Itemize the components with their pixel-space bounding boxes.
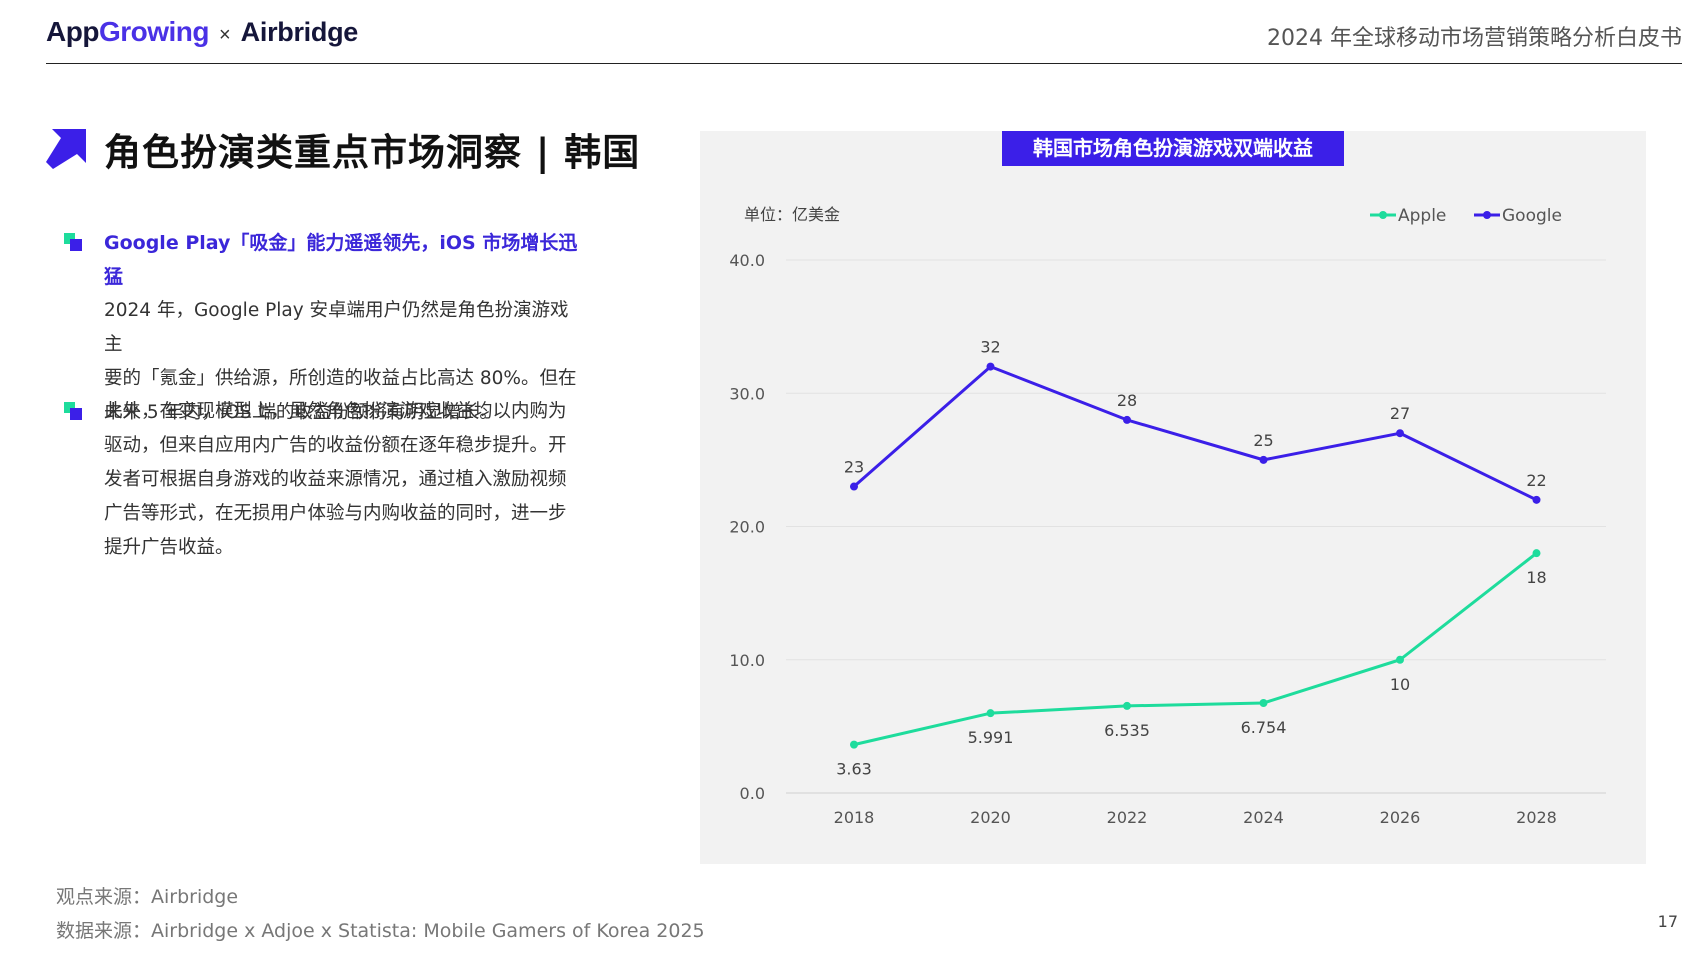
x-tick-label: 2022 [1107,808,1148,827]
x-tick-label: 2018 [834,808,875,827]
data-point-google [1532,495,1541,504]
airbridge-logo: Airbridge [240,17,359,47]
legend-marker [1379,211,1387,219]
bullet-point-1: Google Play「吸金」能力遥遥领先，iOS 市场增长迅猛 2024 年，… [64,226,584,430]
data-source: 数据来源：Airbridge x Adjoe x Statista: Mobil… [56,920,705,942]
legend-label: Apple [1398,206,1446,226]
data-point-google [1259,455,1268,464]
y-tick-label: 20.0 [729,518,765,537]
bullet-line: 提升广告收益。 [104,537,234,558]
data-point-apple [850,740,858,749]
y-tick-label: 0.0 [740,784,765,803]
data-label: 10 [1390,675,1410,694]
arrow-up-right-icon [46,129,86,169]
x-tick-label: 2024 [1243,808,1284,827]
data-label: 6.535 [1104,721,1150,740]
x-tick-label: 2026 [1380,808,1421,827]
unit-label: 单位：亿美金 [744,205,840,224]
appgrowing-logo: AppGrowing [46,16,209,47]
data-label: 3.63 [836,760,872,779]
data-point-apple [1532,549,1541,558]
bullet-line: 要的「氪金」供给源，所创造的收益占比高达 80%。但在 [104,368,577,389]
page-title: 角色扮演类重点市场洞察 | 韩国 [46,122,640,176]
page-title-text: 角色扮演类重点市场洞察 | 韩国 [104,131,641,174]
data-label: 5.991 [968,728,1014,747]
data-point-apple [986,709,995,718]
y-tick-label: 30.0 [729,384,765,403]
page-header: AppGrowing × Airbridge 2024 年全球移动市场营销策略分… [46,12,1682,64]
data-label: 28 [1117,391,1137,410]
y-tick-label: 10.0 [729,651,765,670]
brand-separator: × [218,24,231,46]
bullet-line: 发者可根据自身游戏的收益来源情况，通过植入激励视频 [104,469,567,490]
bullet-squares-icon [64,233,82,251]
data-point-apple [1123,701,1131,710]
bullet-point-2: 此外，在变现模型上，虽然角色扮演游戏收益均以内购为 驱动，但来自应用内广告的收益… [64,395,584,565]
bullet-heading: Google Play「吸金」能力遥遥领先，iOS 市场增长迅猛 [104,232,578,288]
document-title: 2024 年全球移动市场营销策略分析白皮书 [1267,26,1682,51]
data-label: 23 [844,458,864,477]
data-label: 25 [1253,431,1273,450]
x-tick-label: 2020 [970,808,1011,827]
data-label: 6.754 [1241,718,1287,737]
data-point-google [1123,415,1131,424]
bullet-line: 2024 年，Google Play 安卓端用户仍然是角色扮演游戏主 [104,300,569,355]
data-point-apple [1396,655,1404,664]
data-point-google [1396,429,1404,438]
bullet-squares-icon [64,402,82,420]
brand-logo: AppGrowing × Airbridge [46,16,358,48]
data-point-google [986,362,995,371]
series-line-google [853,365,1538,502]
data-point-apple [1259,699,1268,708]
chart-title: 韩国市场角色扮演游戏双端收益 [1002,131,1344,166]
bullet-line: 驱动，但来自应用内广告的收益份额在逐年稳步提升。开 [104,435,567,456]
data-label: 32 [980,338,1000,357]
opinion-source: 观点来源：Airbridge [56,886,239,908]
y-tick-label: 40.0 [729,251,765,270]
chart-panel [700,131,1646,864]
bullet-line: 广告等形式，在无损用户体验与内购收益的同时，进一步 [104,503,567,524]
line-chart: 0.0 10.0 20.0 30.0 40.0 2018 2020 2022 2024 2026 2… [729,205,1606,827]
bullet-line: 此外，在变现模型上，虽然角色扮演游戏收益均以内购为 [104,401,567,422]
legend-marker [1483,211,1491,219]
page-number: 17 [1657,912,1678,931]
x-tick-label: 2028 [1516,808,1557,827]
series-line-apple [853,551,1538,747]
bullet-line: 未来 5 年内，iOS 端的收益份额将有明显增长。 [104,402,498,423]
legend-label: Google [1502,206,1562,226]
data-label: 18 [1526,568,1546,587]
data-point-google [850,482,858,491]
data-label: 22 [1526,471,1546,490]
data-label: 27 [1390,404,1410,423]
